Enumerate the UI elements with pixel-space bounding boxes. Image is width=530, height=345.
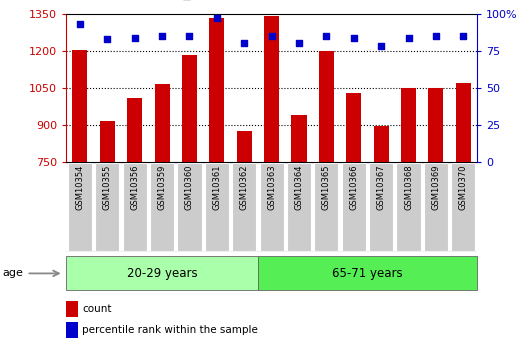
FancyBboxPatch shape <box>342 163 366 251</box>
Text: 65-71 years: 65-71 years <box>332 267 403 280</box>
Bar <box>237 131 252 162</box>
FancyBboxPatch shape <box>369 163 393 251</box>
FancyBboxPatch shape <box>451 163 475 251</box>
FancyBboxPatch shape <box>314 163 339 251</box>
Text: GSM10363: GSM10363 <box>267 165 276 210</box>
Text: GSM10356: GSM10356 <box>130 165 139 210</box>
Bar <box>346 93 361 162</box>
Text: GSM10361: GSM10361 <box>213 165 222 210</box>
Point <box>377 44 385 49</box>
FancyBboxPatch shape <box>232 163 257 251</box>
Point <box>350 35 358 40</box>
Bar <box>374 126 388 162</box>
FancyBboxPatch shape <box>287 163 311 251</box>
Bar <box>155 84 170 162</box>
Text: 20-29 years: 20-29 years <box>127 267 197 280</box>
Bar <box>66 322 78 338</box>
Text: GSM10367: GSM10367 <box>377 165 386 210</box>
Point <box>240 41 249 46</box>
FancyBboxPatch shape <box>122 163 147 251</box>
Text: GSM10362: GSM10362 <box>240 165 249 210</box>
Bar <box>100 121 115 162</box>
Point <box>459 33 467 39</box>
Text: GSM10370: GSM10370 <box>459 165 468 210</box>
Point <box>213 16 221 21</box>
FancyBboxPatch shape <box>66 256 258 290</box>
FancyBboxPatch shape <box>178 163 201 251</box>
Text: GSM10369: GSM10369 <box>431 165 440 210</box>
FancyBboxPatch shape <box>396 163 421 251</box>
Point <box>404 35 413 40</box>
FancyBboxPatch shape <box>68 163 92 251</box>
FancyBboxPatch shape <box>205 163 229 251</box>
Point <box>103 36 111 42</box>
FancyBboxPatch shape <box>424 163 448 251</box>
Point <box>322 33 331 39</box>
Bar <box>182 55 197 162</box>
Bar <box>209 18 224 162</box>
Point <box>186 33 194 39</box>
Bar <box>73 50 87 162</box>
FancyBboxPatch shape <box>95 163 119 251</box>
Text: GSM10360: GSM10360 <box>185 165 194 210</box>
Bar <box>456 83 471 162</box>
FancyBboxPatch shape <box>258 256 477 290</box>
Bar <box>292 115 306 162</box>
Text: age: age <box>3 268 23 278</box>
Text: GSM10364: GSM10364 <box>295 165 304 210</box>
Bar <box>66 301 78 317</box>
Text: GSM10354: GSM10354 <box>75 165 84 210</box>
Point <box>158 33 166 39</box>
Bar <box>264 16 279 162</box>
Text: GSM10355: GSM10355 <box>103 165 112 210</box>
Point <box>431 33 440 39</box>
Bar <box>127 98 142 162</box>
Point <box>295 41 303 46</box>
Text: percentile rank within the sample: percentile rank within the sample <box>82 325 258 335</box>
Text: count: count <box>82 304 112 314</box>
Bar <box>401 88 416 162</box>
Bar <box>428 88 444 162</box>
Point <box>130 35 139 40</box>
Point <box>76 21 84 27</box>
Text: GSM10359: GSM10359 <box>157 165 166 210</box>
Bar <box>319 51 334 162</box>
FancyBboxPatch shape <box>150 163 174 251</box>
FancyBboxPatch shape <box>260 163 284 251</box>
Text: GSM10368: GSM10368 <box>404 165 413 210</box>
Point <box>267 33 276 39</box>
Text: GSM10365: GSM10365 <box>322 165 331 210</box>
Text: GSM10366: GSM10366 <box>349 165 358 210</box>
